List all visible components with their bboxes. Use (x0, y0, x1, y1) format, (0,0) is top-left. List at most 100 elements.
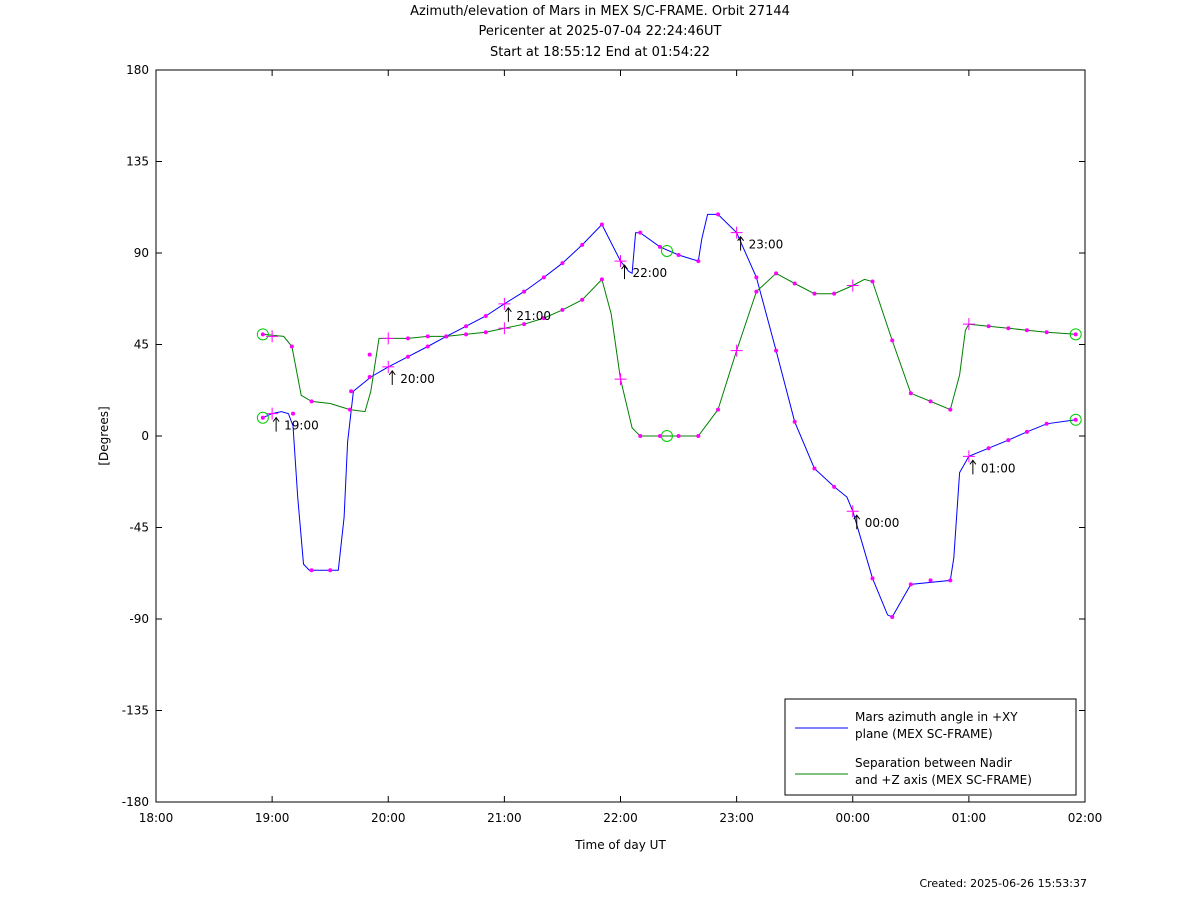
separation-point (890, 338, 895, 343)
separation-hour-cross (846, 279, 859, 292)
separation-point (676, 434, 681, 438)
separation-point (309, 399, 314, 404)
separation-point (580, 297, 585, 302)
y-tick-label: -90 (129, 612, 149, 626)
azimuth-point (580, 242, 585, 247)
separation-point (347, 407, 352, 412)
azimuth-point (812, 466, 817, 471)
azimuth-point (522, 289, 527, 294)
separation-point (367, 352, 372, 357)
chart-title-line1: Azimuth/elevation of Mars in MEX S/C-FRA… (410, 4, 790, 19)
azimuth-hour-cross (614, 255, 627, 268)
azimuth-endpoint-circle (256, 411, 269, 424)
x-tick-label: 01:00 (952, 811, 987, 825)
azimuth-point (638, 230, 643, 235)
separation-hour-cross (614, 373, 627, 386)
separation-point (1006, 326, 1011, 331)
separation-point (405, 336, 410, 341)
azimuth-point (1006, 438, 1011, 443)
separation-hour-cross (498, 322, 511, 335)
azimuth-endpoint-circle (1069, 413, 1082, 426)
azimuth-point (948, 578, 953, 583)
separation-point (260, 332, 265, 337)
azimuth-point (260, 415, 265, 420)
legend-label-azimuth-line1: Mars azimuth angle in +XY (855, 710, 1018, 724)
separation-point (792, 281, 797, 286)
plot-frame (155, 69, 1086, 803)
azimuth-series-line (262, 213, 1076, 618)
y-tick-label: -45 (129, 521, 149, 535)
time-marker-label: 23:00 (749, 238, 784, 252)
separation-point (444, 334, 449, 339)
azimuth-point (599, 222, 604, 227)
chart-title-line2: Pericenter at 2025-07-04 22:24:46UT (478, 24, 722, 39)
azimuth-point (1073, 417, 1078, 422)
time-marker-arrow (621, 264, 628, 280)
y-tick-label: 135 (126, 155, 149, 169)
separation-point (716, 407, 721, 412)
separation-endpoint-circle (660, 430, 673, 442)
time-marker-label: 22:00 (633, 266, 668, 280)
azimuth-point (774, 348, 779, 353)
azimuth-point (291, 411, 296, 416)
azimuth-hour-cross (266, 407, 279, 420)
x-tick-label: 23:00 (719, 811, 754, 825)
separation-endpoint-circle (256, 328, 269, 341)
azimuth-point (986, 446, 991, 451)
separation-point (908, 391, 913, 396)
azimuth-point (349, 389, 354, 394)
separation-point (522, 322, 527, 327)
separation-point (657, 434, 662, 438)
azimuth-point (309, 568, 314, 573)
y-tick-label: -180 (122, 795, 149, 809)
azimuth-point (483, 314, 488, 319)
y-tick-label: 45 (134, 338, 149, 352)
separation-point (754, 289, 759, 294)
separation-point (986, 324, 991, 329)
legend-box (784, 698, 1077, 796)
separation-point (638, 434, 643, 438)
separation-point (1044, 330, 1049, 335)
time-marker-arrow (504, 306, 512, 322)
azimuth-point (425, 344, 430, 349)
time-marker-arrow (388, 370, 396, 385)
separation-hour-cross (962, 318, 975, 331)
azimuth-hour-cross (498, 297, 511, 310)
legend-label-azimuth-line2: plane (MEX SC-FRAME) (855, 727, 993, 741)
separation-point (774, 271, 779, 276)
y-tick-label: 90 (134, 246, 149, 260)
separation-point (560, 307, 565, 312)
separation-point (948, 407, 953, 412)
azimuth-point (928, 578, 933, 583)
legend-label-separation-line1: Separation between Nadir (855, 756, 1012, 770)
time-marker-arrow (969, 459, 977, 475)
created-timestamp: Created: 2025-06-26 15:53:37 (919, 877, 1087, 890)
separation-endpoint-circle (1069, 328, 1082, 341)
time-marker-label: 21:00 (516, 309, 551, 323)
separation-point (1073, 332, 1078, 337)
azimuth-hour-cross (730, 226, 743, 239)
azimuth-point (908, 582, 913, 587)
x-tick-label: 00:00 (835, 811, 870, 825)
azimuth-point (328, 568, 333, 573)
time-marker-label: 20:00 (400, 372, 435, 386)
x-tick-label: 19:00 (255, 811, 290, 825)
x-tick-label: 20:00 (371, 811, 406, 825)
separation-point (870, 279, 875, 284)
azimuth-hour-cross (962, 450, 975, 463)
azimuth-point (405, 354, 410, 359)
azimuth-point (1044, 421, 1049, 426)
separation-point (599, 277, 604, 282)
separation-point (289, 344, 294, 349)
azimuth-point (560, 261, 565, 266)
separation-point (696, 434, 701, 438)
separation-point (483, 330, 488, 335)
azimuth-hour-cross (846, 505, 859, 518)
azimuth-point (696, 259, 701, 264)
azimuth-point (832, 484, 837, 489)
separation-point (425, 334, 430, 339)
azimuth-hour-cross (382, 360, 395, 373)
chart-title-line3: Start at 18:55:12 End at 01:54:22 (489, 45, 711, 60)
y-tick-label: -135 (122, 704, 149, 718)
